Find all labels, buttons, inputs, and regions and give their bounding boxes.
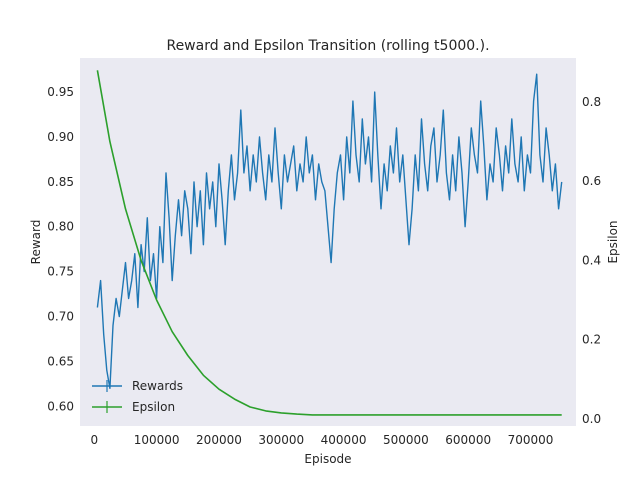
series-layer [96,70,563,416]
y-tick-label: 0.70 [47,309,74,323]
plot-background [80,58,576,426]
series-line-epsilon [96,70,562,416]
y2-axis-label: Epsilon [606,220,620,263]
x-tick-label: 100000 [134,433,180,447]
x-tick-label: 500000 [383,433,429,447]
x-tick-label: 0 [91,433,99,447]
y-tick-label: 0.60 [47,399,74,413]
x-tick-label: 400000 [321,433,367,447]
legend-rewards-label: Rewards [132,379,183,393]
chart-title: Reward and Epsilon Transition (rolling t… [166,38,489,54]
legend-epsilon-label: Epsilon [132,400,175,414]
x-ticks: 0 100000 200000 300000 400000 500000 600000 700… [91,433,554,447]
x-axis-label: Episode [304,452,351,466]
legend: Rewards Epsilon [92,379,183,414]
y2-ticks: 0.0 0.2 0.4 0.6 0.8 [582,95,601,426]
y-tick-label: 0.65 [47,354,74,368]
series-line-rewards [96,73,563,389]
y-tick-label: 0.80 [47,220,74,234]
y2-tick-label: 0.6 [582,174,601,188]
y-tick-label: 0.75 [47,265,74,279]
y2-tick-label: 0.2 [582,333,601,347]
y-tick-label: 0.95 [47,85,74,99]
y-tick-label: 0.90 [47,130,74,144]
y2-tick-label: 0.8 [582,95,601,109]
y2-tick-label: 0.0 [582,412,601,426]
x-tick-label: 300000 [258,433,304,447]
y-ticks: 0.60 0.65 0.70 0.75 0.80 0.85 0.90 0.95 [47,85,74,413]
y2-tick-label: 0.4 [582,253,601,267]
y-axis-label: Reward [29,220,43,265]
x-tick-label: 200000 [196,433,242,447]
x-tick-label: 600000 [445,433,491,447]
x-tick-label: 700000 [508,433,554,447]
y-tick-label: 0.85 [47,175,74,189]
